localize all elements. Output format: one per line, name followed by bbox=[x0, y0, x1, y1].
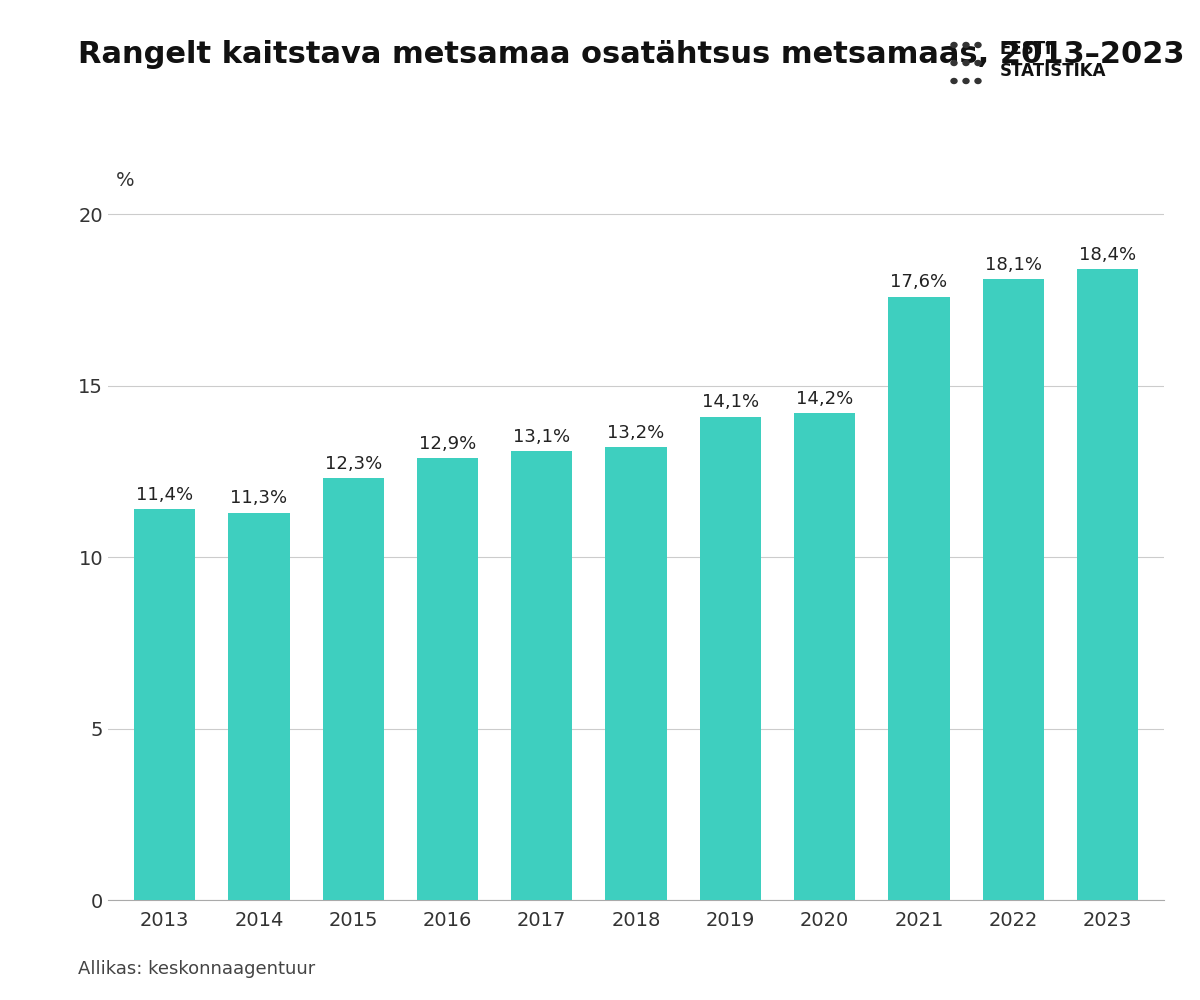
Text: %: % bbox=[115, 171, 134, 190]
Text: 13,1%: 13,1% bbox=[514, 428, 570, 446]
Text: Allikas: keskonnaagentuur: Allikas: keskonnaagentuur bbox=[78, 960, 316, 978]
Text: 11,3%: 11,3% bbox=[230, 489, 288, 507]
Text: 12,3%: 12,3% bbox=[324, 455, 382, 473]
Text: 18,1%: 18,1% bbox=[985, 256, 1042, 274]
Bar bbox=[228, 513, 289, 900]
Text: Rangelt kaitstava metsamaa osatähtsus metsamaas, 2013–2023: Rangelt kaitstava metsamaa osatähtsus me… bbox=[78, 40, 1184, 69]
Bar bbox=[983, 279, 1044, 900]
Text: 11,4%: 11,4% bbox=[136, 486, 193, 504]
Text: 14,1%: 14,1% bbox=[702, 393, 758, 411]
Bar bbox=[794, 413, 856, 900]
Bar bbox=[416, 458, 478, 900]
Bar bbox=[700, 417, 761, 900]
Text: 12,9%: 12,9% bbox=[419, 435, 476, 453]
Bar bbox=[888, 297, 949, 900]
Bar bbox=[323, 478, 384, 900]
Bar bbox=[134, 509, 196, 900]
Bar bbox=[511, 451, 572, 900]
Text: 14,2%: 14,2% bbox=[796, 390, 853, 408]
Bar bbox=[605, 447, 667, 900]
Text: 17,6%: 17,6% bbox=[890, 273, 948, 291]
Text: STATISTIKA: STATISTIKA bbox=[1000, 62, 1106, 80]
Text: EESTI: EESTI bbox=[1000, 40, 1052, 58]
Text: 18,4%: 18,4% bbox=[1079, 246, 1136, 264]
Bar bbox=[1076, 269, 1138, 900]
Text: 13,2%: 13,2% bbox=[607, 424, 665, 442]
